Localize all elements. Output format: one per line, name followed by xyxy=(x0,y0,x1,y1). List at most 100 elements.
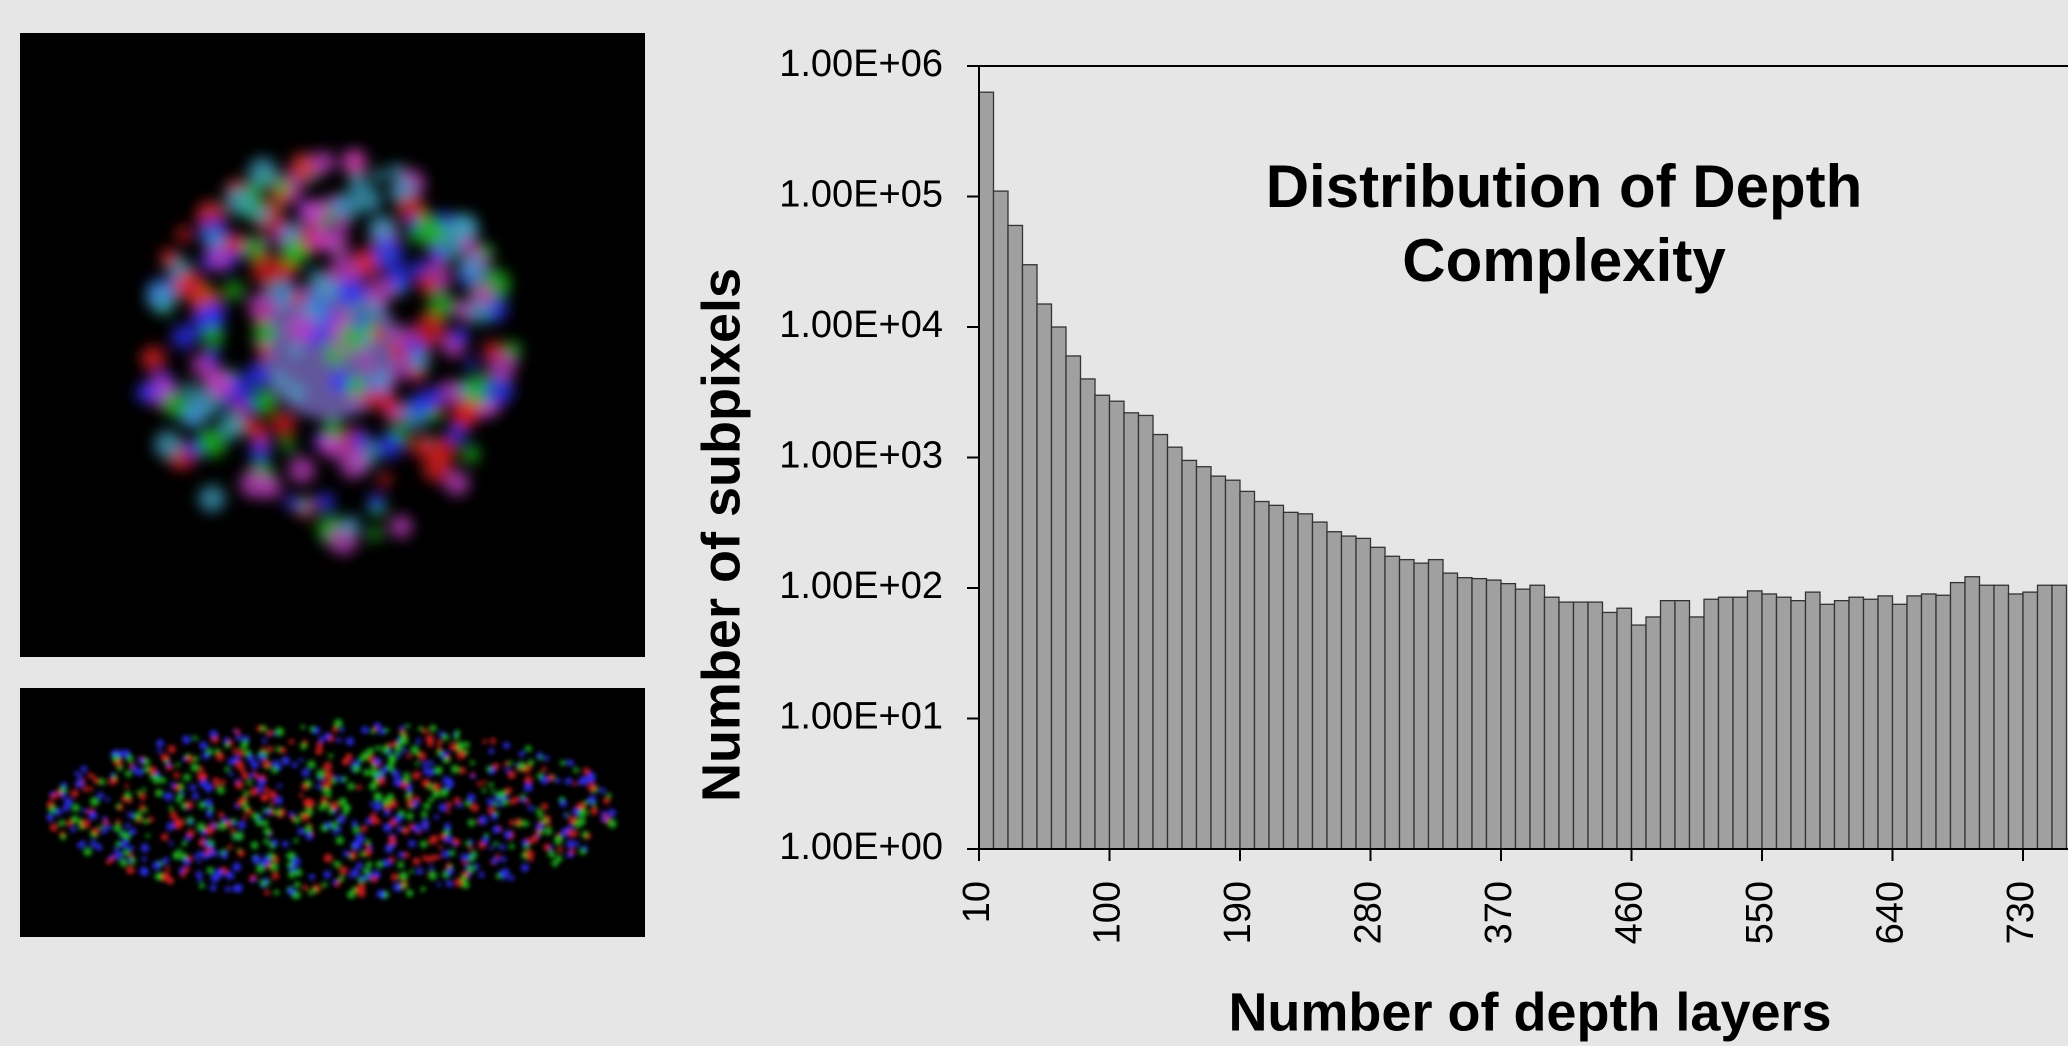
particle xyxy=(453,796,461,804)
particle xyxy=(414,312,447,345)
particle xyxy=(89,840,97,847)
particle xyxy=(377,728,385,735)
particle xyxy=(156,748,162,754)
particle xyxy=(388,163,404,179)
x-tick-label: 10 xyxy=(956,881,998,923)
bar xyxy=(1224,479,1241,850)
particle xyxy=(521,839,529,846)
particle xyxy=(428,835,438,845)
x-tick-label: 370 xyxy=(1478,881,1520,944)
particle xyxy=(370,812,377,819)
particle xyxy=(299,758,304,763)
particle xyxy=(381,797,388,804)
particle xyxy=(323,870,332,879)
particle xyxy=(441,850,450,858)
particle xyxy=(277,783,282,788)
particle xyxy=(215,752,225,762)
bar xyxy=(1311,521,1328,850)
particle xyxy=(547,774,555,782)
bar xyxy=(992,190,1009,850)
bar xyxy=(1065,355,1082,850)
particle xyxy=(383,809,391,816)
bar xyxy=(1442,572,1459,850)
bar xyxy=(1630,624,1647,850)
particle xyxy=(599,787,606,794)
particle xyxy=(159,248,178,267)
particle xyxy=(287,383,306,402)
particle xyxy=(468,845,474,851)
particle xyxy=(269,862,279,872)
particle xyxy=(396,826,403,832)
particle xyxy=(263,838,270,845)
particle xyxy=(380,394,398,412)
particle xyxy=(470,760,475,766)
particle xyxy=(143,818,149,825)
bar xyxy=(1427,558,1444,850)
particle xyxy=(198,766,204,772)
particle xyxy=(209,729,218,738)
y-tick-label: 1.00E+05 xyxy=(779,174,943,216)
bar xyxy=(1500,582,1517,850)
particle xyxy=(232,862,242,872)
particle xyxy=(406,799,415,808)
particle xyxy=(244,749,252,757)
particle xyxy=(536,752,543,758)
particle xyxy=(343,850,350,857)
particle xyxy=(135,382,157,404)
particle xyxy=(347,782,355,791)
particle xyxy=(311,150,336,175)
particle xyxy=(329,253,358,282)
bar xyxy=(1210,475,1227,850)
particle xyxy=(338,797,348,807)
particle xyxy=(428,760,434,766)
particle xyxy=(234,883,243,893)
particle xyxy=(288,888,294,894)
particle xyxy=(119,830,126,838)
particle xyxy=(273,889,280,896)
particle xyxy=(589,796,594,802)
bar xyxy=(1732,596,1749,850)
particle xyxy=(429,247,445,263)
particle xyxy=(566,759,573,766)
bar xyxy=(2036,584,2053,850)
particle xyxy=(470,772,475,777)
particle xyxy=(459,767,467,774)
particle xyxy=(368,782,378,791)
particle xyxy=(527,805,534,811)
y-tick-label: 1.00E+01 xyxy=(779,696,943,738)
particle xyxy=(509,843,515,850)
particle xyxy=(365,861,373,868)
particle xyxy=(482,739,487,744)
particle xyxy=(129,828,137,835)
particle xyxy=(143,758,151,766)
particle xyxy=(257,345,271,360)
particle xyxy=(266,746,273,753)
particle xyxy=(547,850,556,858)
particle xyxy=(304,825,313,834)
particle xyxy=(564,777,572,785)
particle xyxy=(202,325,225,348)
particle xyxy=(229,772,234,777)
particle xyxy=(489,846,494,851)
particle xyxy=(256,864,265,874)
particle xyxy=(365,844,370,849)
particle xyxy=(332,375,348,391)
bar xyxy=(1993,584,2010,850)
particle xyxy=(175,762,180,768)
particle xyxy=(83,847,92,857)
particle xyxy=(262,759,271,769)
particle xyxy=(135,768,144,777)
particle xyxy=(420,811,428,818)
particle xyxy=(540,776,549,785)
bar xyxy=(1877,595,1894,850)
particle xyxy=(402,775,411,784)
particle xyxy=(240,796,248,803)
particle xyxy=(443,756,450,764)
bar xyxy=(1094,394,1111,850)
particle xyxy=(585,833,591,840)
particle xyxy=(271,766,279,774)
particle xyxy=(88,786,94,792)
particle xyxy=(71,803,80,812)
particle xyxy=(218,811,225,818)
particle xyxy=(198,485,226,512)
